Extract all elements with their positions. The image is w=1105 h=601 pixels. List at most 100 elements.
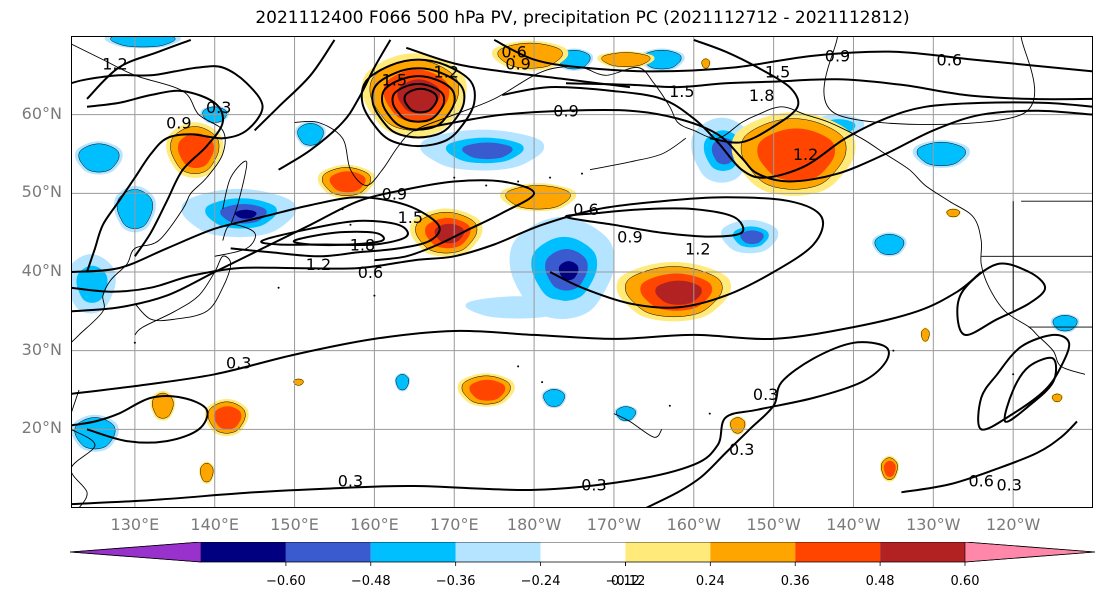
longitude-tick-label: 170°W [586,515,642,534]
precip-blob [655,280,702,305]
precip-blob [740,230,764,244]
longitude-tick-label: 140°W [826,515,881,534]
precip-blob [543,388,565,407]
pv-contour [1003,356,1058,423]
contour-label: 1.2 [306,255,331,274]
island-dot [133,341,136,344]
latitude-tick-label: 20°N [21,418,62,438]
island-dot [668,404,671,407]
precip-blob [465,296,571,319]
coastline [294,66,1086,375]
colorbar-tick-label: −0.12 [605,574,646,589]
colorbar-segment [710,542,796,562]
island-dot [517,365,520,368]
latitude-tick-label: 60°N [21,103,62,123]
longitude-tick-label: 170°E [429,515,479,534]
pv-contour [71,196,825,309]
precip-blob [701,58,711,69]
contour-label: 0.3 [338,471,363,490]
contour-label: 0.9 [553,102,578,121]
coastline [134,255,232,336]
pv-contour [86,38,192,100]
contour-label: 1.8 [350,235,375,254]
contour-label: 0.6 [937,51,962,70]
contour-label: 1.2 [793,145,818,164]
colorbar-tick-label: −0.24 [520,574,561,589]
pv-contour [565,78,1093,101]
island-dot [277,286,280,289]
pv-contour [292,230,385,246]
pv-contours [71,38,1093,508]
pv-contour [901,420,1078,494]
pv-contour [253,39,336,132]
longitude-tick-label: 150°E [270,515,319,534]
pv-contour [564,207,745,238]
precip-blob [874,233,905,255]
colorbar-segment [370,542,456,562]
plot-title: 2021112400 F066 500 hPa PV, precipitatio… [255,8,910,28]
map-panel[interactable]: 1.2 0.9 0.3 0.6 0.9 1.2 1.5 0.9 1.5 1.5 1.8 0.9 0.6 1… [71,36,1093,508]
longitude-tick-label: 130°E [110,515,160,534]
contour-label: 0.3 [996,475,1021,494]
precip-blob [1051,393,1063,403]
colorbar-tick-label: 0.48 [865,574,895,589]
contour-label: 1.2 [434,62,459,81]
precip-blob [293,378,304,386]
colorbar-tick-label: −0.36 [435,574,476,589]
island-dot [1012,373,1015,376]
contour-label: 0.3 [226,353,251,372]
contour-label: 0.6 [501,43,526,62]
precip-blob [395,374,410,391]
coastline [214,224,256,257]
pv-contour [956,262,1047,336]
precip-blob [883,460,896,477]
precip-blob [329,171,366,193]
precip-blob [469,379,506,401]
pv-contour [414,108,1093,183]
coastline [71,428,96,508]
contour-label: 0.6 [358,263,383,282]
colorbar-tick-label: 0.60 [950,574,980,589]
colorbar-segment [880,542,965,562]
precip-blob [297,123,324,146]
pv-contour [71,179,536,313]
contour-label: 0.3 [206,98,231,117]
precip-blob [213,406,242,430]
contour-label: 1.5 [398,208,423,227]
colorbar-extend-high [964,542,1096,563]
contour-label: 1.2 [102,55,127,74]
pv-contour [693,38,800,144]
contour-label: 0.3 [729,440,754,459]
island-dot [549,176,552,179]
pv-contour [405,46,631,89]
colorbar-outline [70,542,1096,563]
coastline [613,413,663,438]
pv-contour [86,89,225,257]
colorbar-segment [285,542,371,562]
pv-contour [380,75,456,131]
colorbar-segment [540,542,626,562]
colorbar-tick-label: 0.24 [695,574,725,589]
coastlines [71,36,1093,508]
pv-contour-labels: 1.20.90.30.60.91.21.50.91.51.51.80.9 0.61… [102,43,1022,495]
pv-contour [360,58,476,148]
island-dot [349,223,352,226]
longitude-tick-label: 160°E [350,515,399,534]
precip-blob [434,223,465,244]
contour-label: 0.6 [573,200,598,219]
pv-contour [371,67,466,139]
pv-contour [71,271,982,395]
precip-blob [757,128,836,181]
pv-contour [502,86,1093,179]
precip-blob [946,208,960,218]
contour-label: 1.5 [669,82,694,101]
pv-contour [278,39,392,171]
precip-blob [200,462,214,483]
longitude-tick-label: 150°W [746,515,801,534]
island-dot [892,349,895,352]
coastline [589,137,687,171]
pv-contour [493,39,1093,73]
contour-label: 0.9 [617,228,642,247]
colorbar-tick-label: 0.36 [780,574,810,589]
pv-contour [391,82,446,123]
